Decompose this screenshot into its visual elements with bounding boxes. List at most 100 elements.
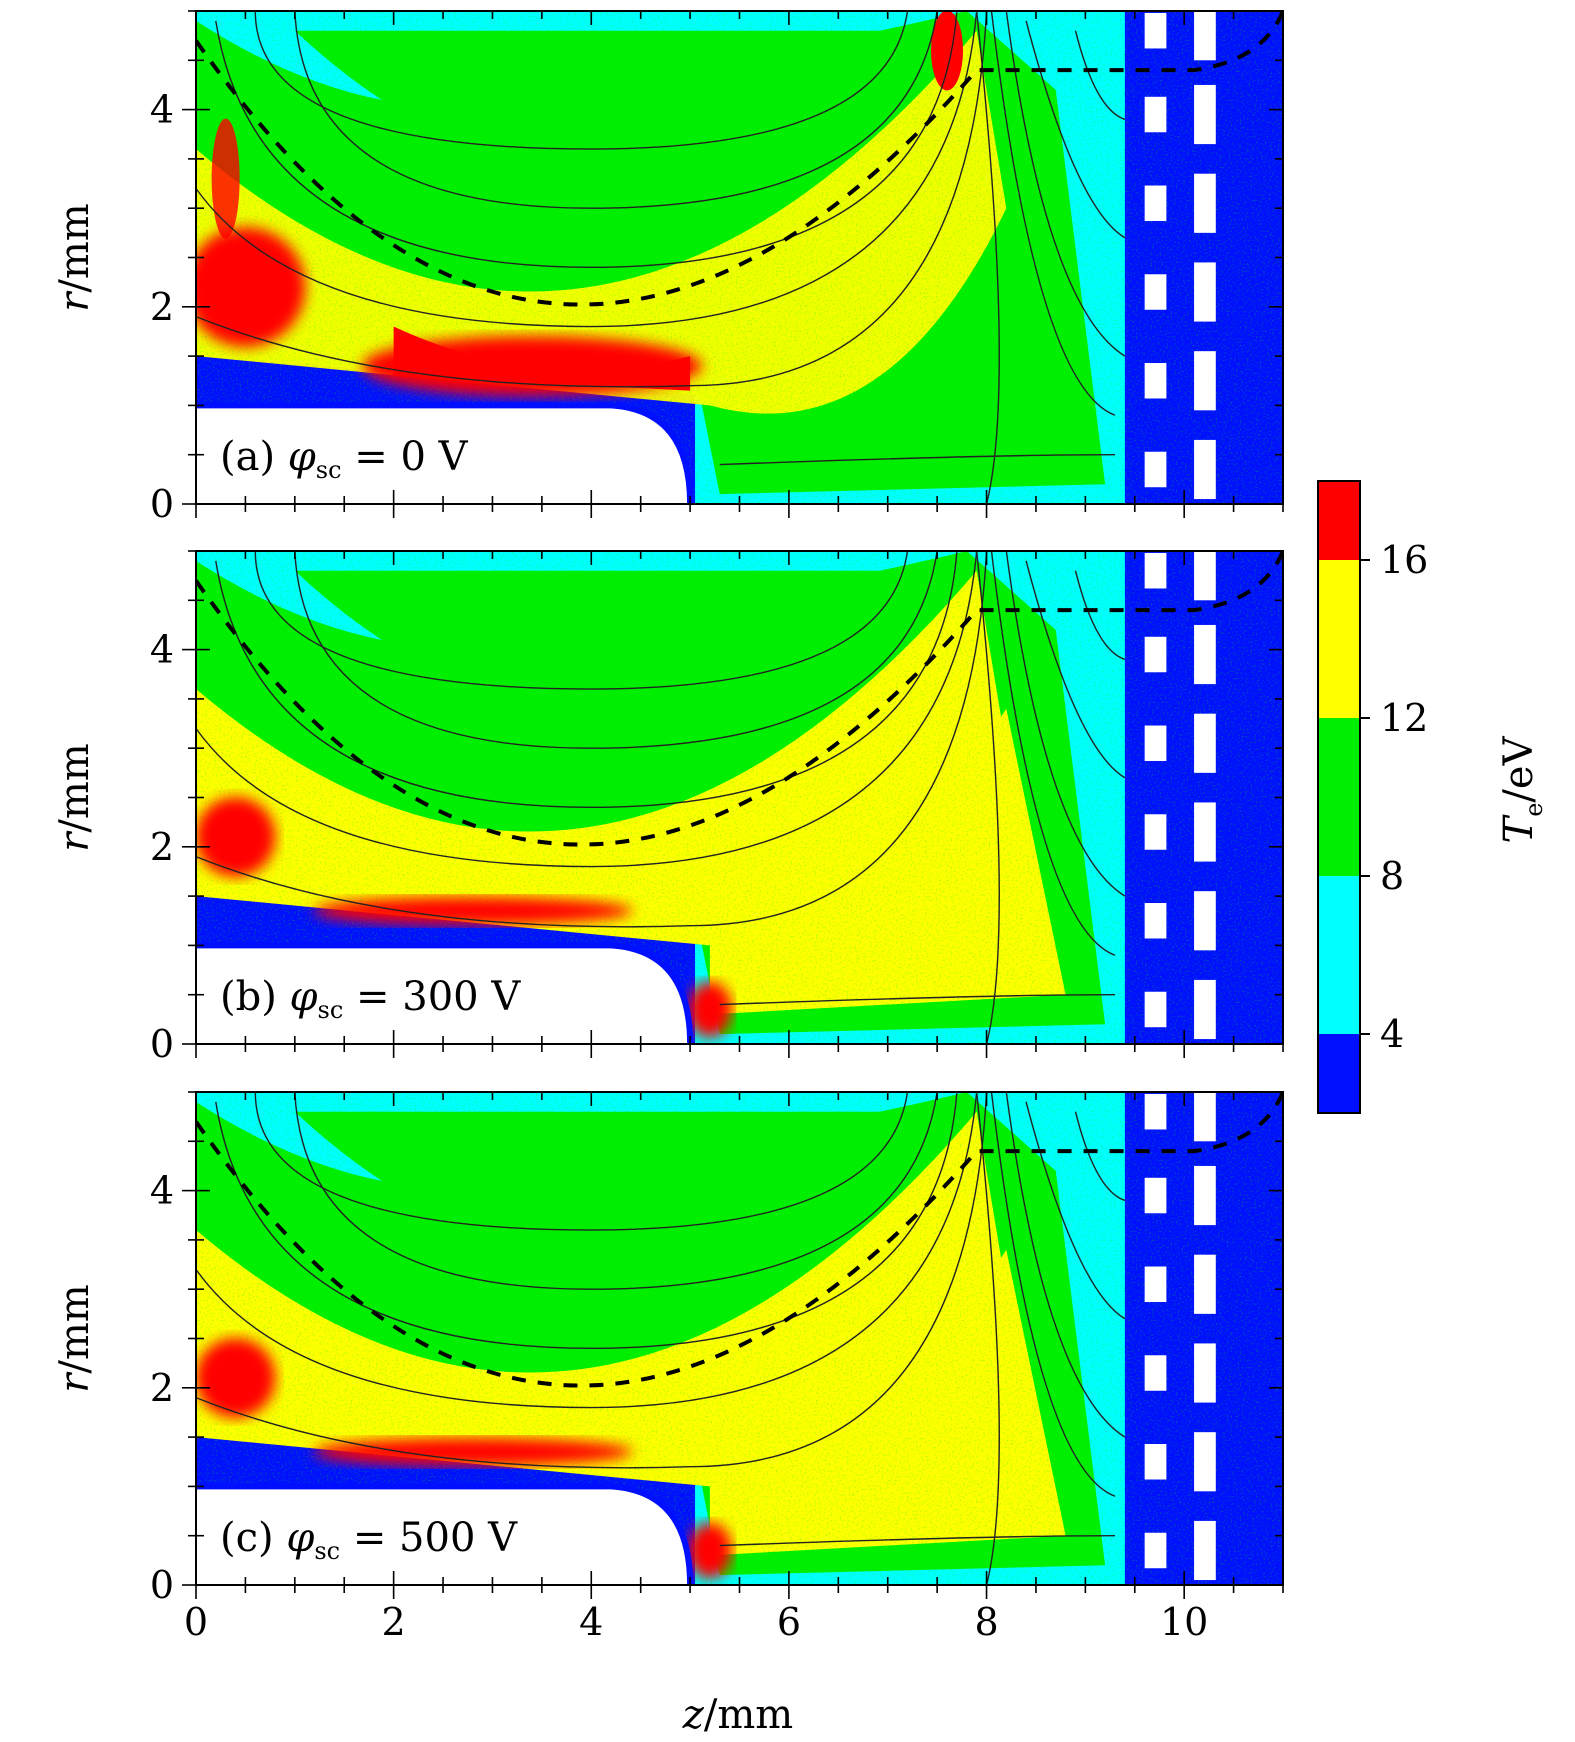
cathode-region: [196, 1486, 691, 1585]
y-tick-label: 0: [150, 1022, 174, 1066]
x-tick-label: 8: [974, 1600, 998, 1644]
field-line: [975, 1092, 1000, 1585]
grid-slot: [1144, 903, 1167, 939]
field-line: [215, 11, 958, 269]
grid-slot: [1194, 84, 1216, 145]
field-line: [294, 551, 938, 749]
field-line: [1025, 20, 1126, 239]
axis-ticks: [182, 550, 1284, 1058]
field-line: [1074, 1111, 1126, 1202]
grid-slot: [1144, 451, 1167, 488]
field-line: [975, 551, 1000, 1044]
field-line: [215, 1092, 958, 1350]
axis-ticks: [182, 1091, 1284, 1599]
colorbar-tick-label: 4: [1380, 1012, 1404, 1056]
grid-slot: [1144, 185, 1167, 222]
grid-slot: [1144, 1266, 1167, 1303]
grid-slot: [1144, 12, 1167, 49]
field-line: [1074, 30, 1126, 121]
panel-b: 0 2 4 r/mm (b) φsc = 300 V: [52, 550, 1284, 1066]
te-heatmap: [196, 11, 1283, 504]
colorbar-band: [1318, 1034, 1360, 1113]
colorbar-band: [1318, 560, 1360, 718]
panel-c: 0 2 4 0 2 4 6 8 10 r/mm (c) φsc = 500 V: [52, 1091, 1284, 1644]
field-line: [1074, 570, 1126, 661]
separatrix-dashed: [196, 1092, 1283, 1388]
field-line: [1005, 11, 1126, 357]
grid-slot: [1194, 351, 1216, 411]
grid-slot: [1194, 262, 1216, 322]
x-tick-label: 0: [184, 1600, 208, 1644]
field-line: [254, 11, 909, 150]
field-line: [1005, 1092, 1126, 1438]
grid-slot: [1144, 274, 1167, 310]
grid-slot: [1144, 1355, 1167, 1391]
y-tick-label: 4: [150, 1169, 174, 1213]
separatrix-dashed: [196, 11, 1283, 307]
panel-tag: (b) φsc = 300 V: [220, 974, 521, 1024]
grid-slot: [1144, 552, 1167, 589]
field-line: [196, 1092, 988, 1469]
grid-slot: [1144, 1532, 1167, 1569]
colorbar-tick-label: 8: [1380, 854, 1404, 898]
grid-slot: [1194, 439, 1216, 500]
te-heatmap: [196, 551, 1283, 1044]
y-tick-label: 4: [150, 628, 174, 672]
field-line: [1025, 560, 1126, 779]
field-line: [990, 551, 1116, 956]
separatrix-dashed: [196, 551, 1283, 847]
field-line: [975, 11, 1000, 504]
field-line: [1005, 551, 1126, 897]
grid-slot: [1144, 96, 1167, 133]
grid-slot: [1194, 1092, 1216, 1142]
grid-slot: [1194, 979, 1216, 1040]
cathode-region: [196, 945, 691, 1044]
x-tick-label: 4: [579, 1600, 603, 1644]
y-axis-label: r/mm: [52, 743, 98, 851]
y-tick-label: 2: [150, 1366, 174, 1410]
field-line: [719, 994, 1116, 1006]
colorbar-tick-label: 16: [1380, 538, 1428, 582]
y-axis-label: r/mm: [52, 1284, 98, 1392]
x-axis-label: z/mm: [682, 1692, 793, 1738]
colorbar-band: [1318, 718, 1360, 876]
field-line: [254, 551, 909, 690]
grid-slot: [1194, 11, 1216, 61]
y-tick-label: 2: [150, 285, 174, 329]
grid-slot: [1144, 1177, 1167, 1214]
grid-slot: [1194, 1343, 1216, 1403]
y-tick-label: 0: [150, 1563, 174, 1607]
field-line: [990, 11, 1116, 416]
grid-slot: [1144, 814, 1167, 850]
grid-slot: [1144, 636, 1167, 673]
te-heatmap: [196, 1092, 1283, 1585]
y-tick-label: 0: [150, 482, 174, 526]
grid-slot: [1194, 624, 1216, 685]
field-line: [719, 454, 1116, 466]
grid-slot: [1194, 713, 1216, 773]
colorbar-tick-label: 12: [1380, 696, 1428, 740]
x-tick-label: 2: [382, 1600, 406, 1644]
field-line: [990, 1092, 1116, 1497]
colorbar-frame: [1317, 480, 1361, 1114]
field-line: [294, 1092, 938, 1290]
grid-slot: [1144, 363, 1167, 399]
grid-slot: [1194, 1165, 1216, 1226]
y-tick-label: 2: [150, 825, 174, 869]
panel-tag: (a) φsc = 0 V: [220, 434, 469, 484]
grid-slot: [1194, 1520, 1216, 1581]
field-line: [196, 551, 988, 928]
field-line: [215, 551, 958, 809]
grid-slot: [1194, 1254, 1216, 1314]
panel-tag: (c) φsc = 500 V: [220, 1515, 518, 1565]
x-tick-label: 6: [777, 1600, 801, 1644]
panel-a: 0 2 4 r/mm (a) φsc = 0 V: [52, 10, 1284, 526]
grid-slot: [1194, 891, 1216, 951]
colorbar-band: [1318, 876, 1360, 1034]
grid-slot: [1144, 725, 1167, 762]
colorbar-label: Te/eV: [1496, 735, 1548, 843]
field-line: [196, 11, 978, 328]
field-line: [719, 1535, 1116, 1547]
field-line: [1025, 1101, 1126, 1320]
field-line: [254, 1092, 909, 1231]
